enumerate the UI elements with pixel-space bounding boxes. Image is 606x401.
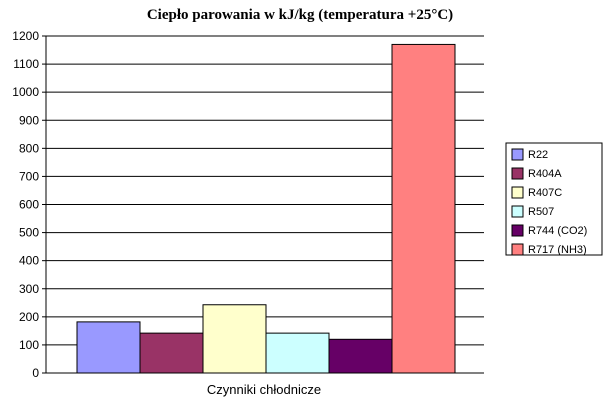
legend-label: R744 (CO2) bbox=[528, 225, 587, 237]
y-tick-label: 1100 bbox=[13, 57, 39, 71]
y-tick-label: 1200 bbox=[12, 29, 39, 43]
y-tick-label: 300 bbox=[19, 282, 39, 296]
y-tick-label: 900 bbox=[19, 113, 39, 127]
legend-label: R22 bbox=[528, 149, 548, 161]
legend-swatch bbox=[511, 167, 524, 180]
bar-r507 bbox=[265, 332, 330, 374]
y-tick-label: 700 bbox=[19, 169, 39, 183]
bar-r404a bbox=[139, 332, 204, 374]
bars bbox=[76, 43, 456, 374]
legend-label: R407C bbox=[528, 187, 562, 199]
legend-swatch bbox=[511, 148, 524, 161]
legend-swatch bbox=[511, 224, 524, 237]
bar-r407c bbox=[202, 304, 267, 374]
y-tick-label: 400 bbox=[19, 254, 39, 268]
bar-r22 bbox=[76, 321, 141, 374]
y-tick-label: 200 bbox=[19, 310, 39, 324]
legend-label: R717 (NH3) bbox=[528, 244, 587, 256]
legend-label: R404A bbox=[528, 168, 562, 180]
legend-swatch bbox=[511, 186, 524, 199]
chart-title: Ciepło parowania w kJ/kg (temperatura +2… bbox=[147, 7, 453, 23]
bar-r744-co2 bbox=[328, 338, 393, 374]
legend-swatch bbox=[511, 243, 524, 256]
y-tick-label: 100 bbox=[19, 338, 39, 352]
y-tick-label: 800 bbox=[19, 141, 39, 155]
bar-r717-nh3 bbox=[391, 43, 456, 374]
y-tick-label: 500 bbox=[19, 226, 39, 240]
x-axis-label: Czynniki chłodnicze bbox=[207, 382, 321, 397]
y-tick-label: 0 bbox=[32, 366, 39, 380]
y-tick-label: 600 bbox=[19, 198, 39, 212]
legend: R22 R404A R407C R507 R744 (CO2) R717 (NH3) bbox=[505, 142, 603, 256]
y-tick-label: 1000 bbox=[12, 85, 39, 99]
legend-swatch bbox=[511, 205, 524, 218]
legend-label: R507 bbox=[528, 206, 554, 218]
